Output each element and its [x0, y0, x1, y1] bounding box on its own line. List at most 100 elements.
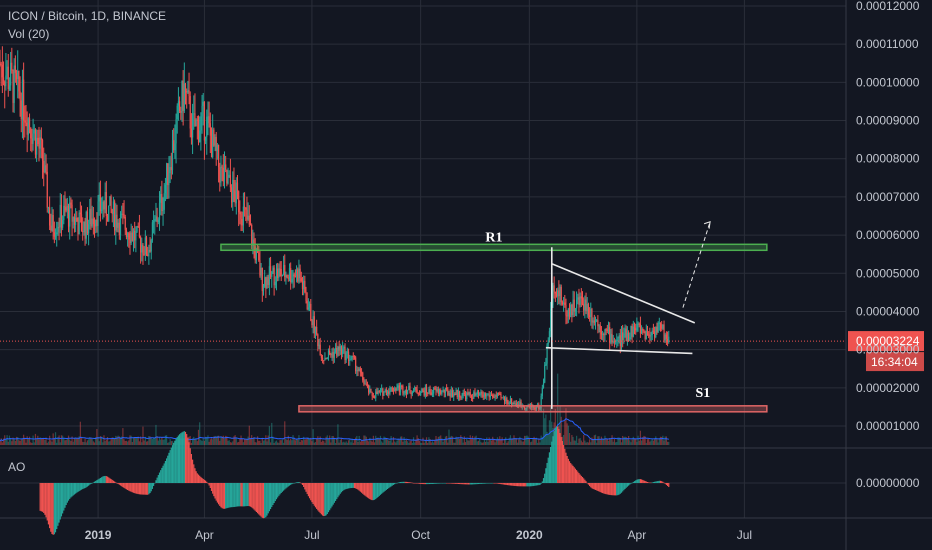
- volume-bar: [277, 442, 279, 445]
- volume-bar: [129, 435, 131, 445]
- ao-bar: [265, 483, 267, 518]
- candle-body: [550, 309, 552, 332]
- projection-arrow[interactable]: [682, 221, 711, 308]
- volume-bar: [640, 440, 643, 445]
- volume-bar: [106, 437, 109, 445]
- ao-bar: [58, 483, 60, 523]
- volume-bar: [36, 438, 38, 445]
- support-zone[interactable]: [298, 405, 768, 413]
- volume-bar: [508, 437, 510, 445]
- candle-body: [96, 219, 98, 226]
- volume-bar: [404, 440, 406, 445]
- candle-body: [199, 130, 201, 143]
- volume-bar: [653, 439, 656, 445]
- last-price-badge[interactable]: [848, 331, 924, 352]
- candle-body: [321, 357, 324, 361]
- volume-bar: [652, 440, 655, 445]
- ao-bar: [609, 483, 611, 495]
- volume-bar: [73, 438, 76, 445]
- ao-legend[interactable]: AO: [8, 460, 26, 474]
- ao-bar: [590, 483, 592, 488]
- candle-body: [34, 129, 37, 155]
- candle-body: [65, 207, 67, 211]
- volume-bar: [329, 435, 331, 445]
- volume-bar: [379, 435, 382, 445]
- candle-body: [92, 218, 94, 225]
- volume-bar: [295, 438, 298, 445]
- candle-body: [597, 320, 599, 327]
- ao-bar: [268, 483, 270, 512]
- triangle-lower-line[interactable]: [545, 346, 693, 355]
- ao-bar: [512, 483, 514, 486]
- volume-bar: [340, 438, 343, 445]
- volume-bar: [645, 442, 647, 445]
- volume-bar: [33, 442, 35, 445]
- volume-bar: [377, 437, 379, 445]
- volume-bar: [636, 442, 638, 445]
- ao-bar: [195, 471, 197, 483]
- ao-bar: [446, 483, 448, 484]
- volume-bar: [546, 431, 548, 445]
- ao-bar: [118, 483, 120, 485]
- triangle-upper-line[interactable]: [551, 262, 696, 324]
- volume-bar: [301, 440, 304, 445]
- candle-body: [397, 385, 399, 388]
- volume-bar: [646, 439, 649, 445]
- candle-body: [43, 160, 45, 173]
- volume-bar: [247, 436, 249, 445]
- candle-body: [260, 267, 262, 276]
- symbol-title[interactable]: ICON / Bitcoin, 1D, BINANCE: [8, 9, 167, 23]
- candle-body: [241, 218, 243, 226]
- resistance-zone[interactable]: [220, 243, 768, 252]
- volume-bar: [37, 435, 39, 445]
- ao-bar: [444, 483, 447, 484]
- volume-bar: [528, 437, 530, 445]
- volume-bar: [281, 439, 283, 445]
- ao-bar: [648, 482, 650, 483]
- volume-bar: [573, 440, 575, 445]
- candle-body: [489, 394, 491, 398]
- volume-legend[interactable]: Vol (20): [8, 27, 50, 41]
- volume-bar: [19, 440, 21, 445]
- candle-body: [487, 394, 489, 396]
- candle-body: [272, 267, 274, 273]
- ao-bar: [651, 482, 653, 483]
- ao-bar: [281, 483, 283, 492]
- volume-bar: [304, 439, 306, 445]
- ao-bar: [537, 483, 539, 486]
- ao-bar: [554, 427, 556, 483]
- candle-body: [84, 221, 86, 239]
- volume-bar: [21, 438, 24, 445]
- ao-bar: [188, 442, 190, 483]
- volume-bar: [356, 435, 358, 445]
- ao-bar: [462, 483, 464, 485]
- ao-bar: [308, 483, 311, 499]
- ao-bar: [149, 483, 151, 494]
- ao-bar: [363, 483, 365, 495]
- ao-bar: [41, 483, 44, 512]
- ao-bar: [443, 483, 445, 484]
- volume-bar: [427, 442, 429, 445]
- candle-body: [109, 196, 111, 206]
- price-tick-label: 0.00003000: [856, 343, 920, 357]
- volume-bar: [163, 439, 165, 445]
- candle-body: [173, 140, 175, 151]
- candle-body: [609, 327, 611, 343]
- volume-bar: [14, 440, 16, 445]
- candle-body: [248, 215, 250, 225]
- ao-bar: [57, 483, 59, 526]
- volume-bar: [103, 435, 105, 445]
- ao-bar: [442, 483, 444, 484]
- ao-bar: [174, 440, 176, 483]
- ao-bar: [240, 483, 242, 507]
- candle-body: [6, 66, 8, 76]
- volume-bar: [485, 441, 487, 445]
- volume-bar: [662, 435, 664, 445]
- volume-bar: [567, 425, 569, 445]
- candle-body: [174, 143, 176, 151]
- candle-body: [70, 202, 72, 205]
- volume-bar: [222, 435, 224, 445]
- ao-bar: [347, 483, 350, 489]
- volume-bar: [522, 441, 525, 445]
